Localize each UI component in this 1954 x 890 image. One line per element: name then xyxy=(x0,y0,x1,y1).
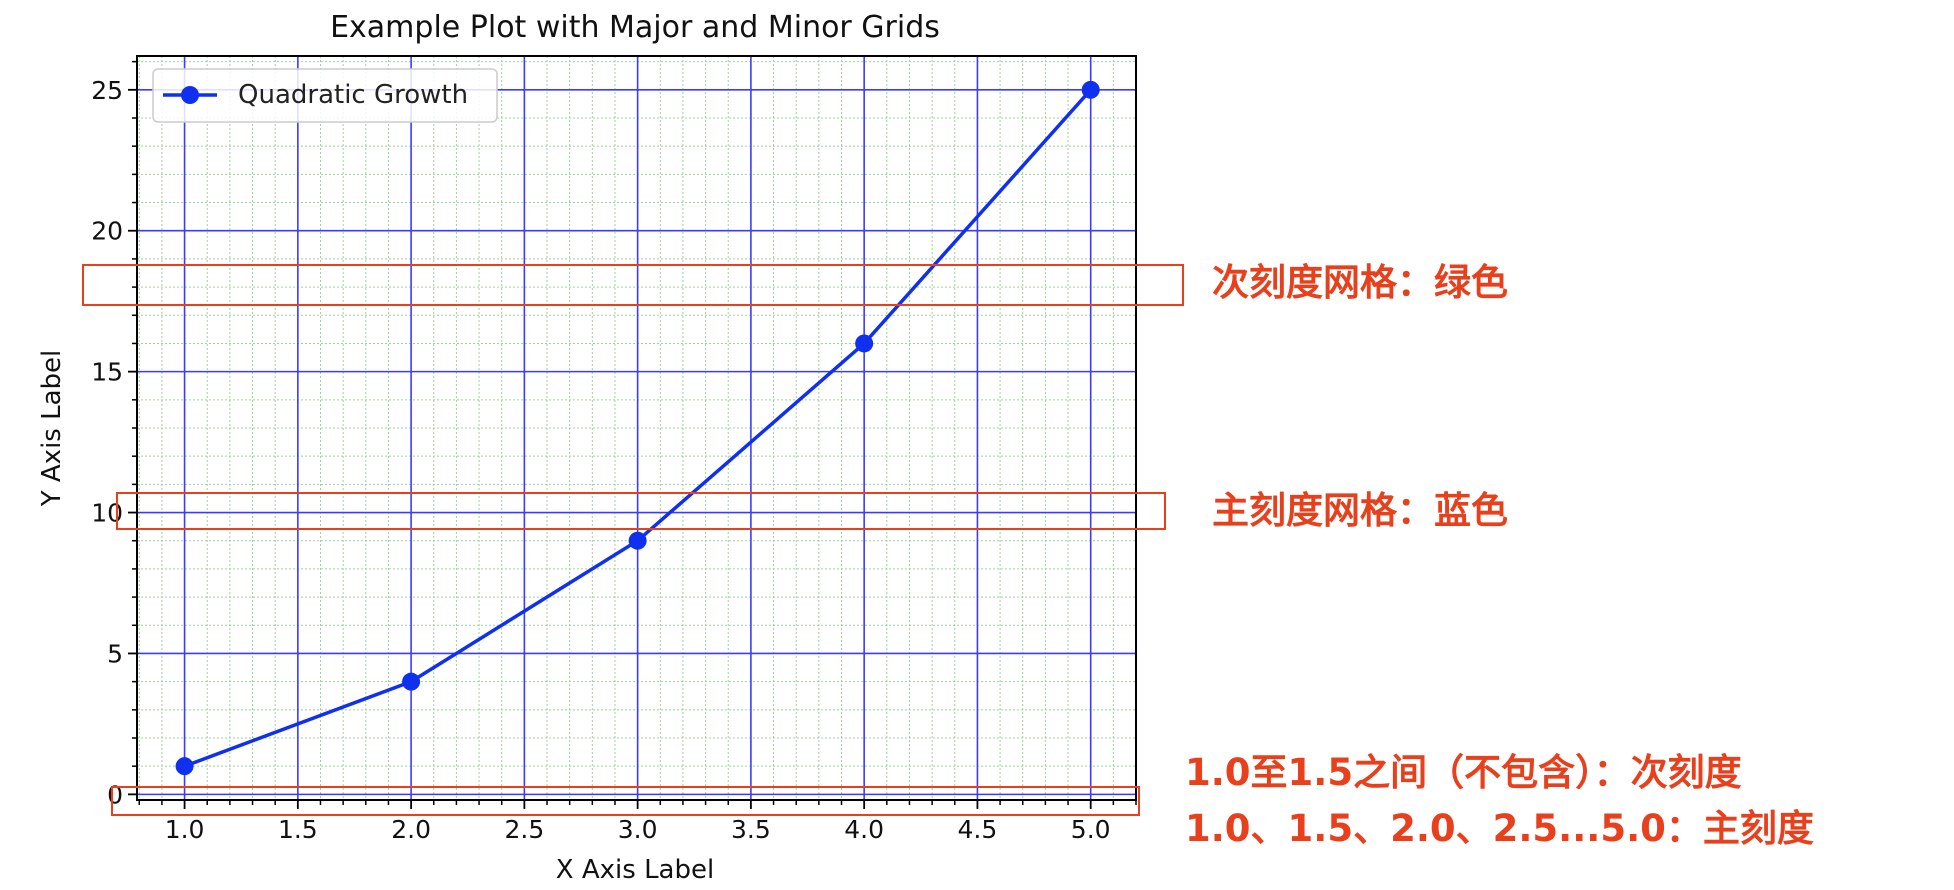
y-tick-label: 20 xyxy=(91,217,123,246)
y-tick-label: 15 xyxy=(91,358,123,387)
data-point xyxy=(855,334,874,353)
x-tick-label: 3.0 xyxy=(618,815,658,844)
major-grid-highlight-box xyxy=(116,492,1166,530)
y-tick-label: 25 xyxy=(91,76,123,105)
x-tick-label: 2.0 xyxy=(391,815,431,844)
chart-title: Example Plot with Major and Minor Grids xyxy=(330,10,940,45)
data-point xyxy=(628,531,647,550)
x-tick-label: 1.0 xyxy=(165,815,205,844)
minor-tick-note: 1.0至1.5之间（不包含）：次刻度 xyxy=(1185,751,1742,794)
x-tick-label: 1.5 xyxy=(278,815,318,844)
y-axis-label: Y Axis Label xyxy=(37,350,67,508)
minor-grid-highlight-box xyxy=(82,264,1184,306)
major-tick-note: 1.0、1.5、2.0、2.5...5.0：主刻度 xyxy=(1185,807,1814,850)
minor-grid-note: 次刻度网格：绿色 xyxy=(1212,261,1508,304)
x-tick-label: 3.5 xyxy=(731,815,771,844)
y-tick-label: 5 xyxy=(107,639,123,668)
x-tick-label: 4.0 xyxy=(844,815,884,844)
ticks-highlight-box xyxy=(111,786,1140,816)
series-layer xyxy=(175,80,1100,776)
x-tick-label: 5.0 xyxy=(1071,815,1111,844)
legend: Quadratic Growth xyxy=(152,68,498,123)
data-point xyxy=(1081,80,1100,99)
legend-label: Quadratic Growth xyxy=(238,80,468,110)
minor-grid xyxy=(137,56,1137,800)
major-grid-note: 主刻度网格：蓝色 xyxy=(1212,489,1508,532)
data-point xyxy=(402,672,421,691)
legend-marker-swatch xyxy=(181,86,199,104)
legend-box xyxy=(152,68,498,123)
x-axis-label: X Axis Label xyxy=(556,855,714,885)
x-tick-label: 4.5 xyxy=(958,815,998,844)
data-point xyxy=(175,757,194,776)
x-tick-label: 2.5 xyxy=(504,815,544,844)
